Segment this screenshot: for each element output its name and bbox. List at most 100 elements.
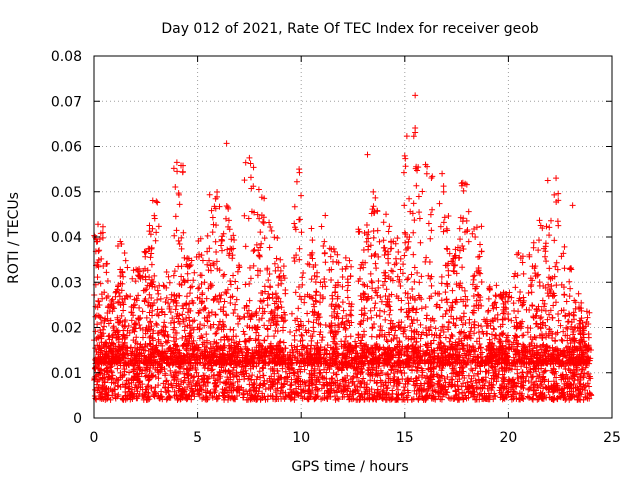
data-point <box>360 264 367 271</box>
data-point <box>179 355 186 362</box>
data-point <box>567 369 574 376</box>
data-point <box>321 249 328 256</box>
data-point <box>113 327 120 334</box>
data-point <box>103 367 110 374</box>
data-point <box>411 278 418 285</box>
data-point <box>242 343 249 350</box>
data-point <box>409 210 416 217</box>
data-point <box>267 365 274 372</box>
data-point <box>289 346 296 353</box>
data-point <box>359 347 366 354</box>
data-point <box>280 353 287 360</box>
data-point <box>317 344 324 351</box>
data-point <box>258 349 265 356</box>
data-point <box>153 342 160 349</box>
data-point <box>577 383 584 390</box>
data-point <box>538 346 545 353</box>
data-point <box>261 322 268 329</box>
data-point <box>221 298 228 305</box>
data-point <box>365 293 372 300</box>
data-point <box>359 359 366 366</box>
data-point <box>264 325 271 332</box>
data-point <box>347 357 354 364</box>
data-point <box>374 207 381 214</box>
data-point <box>375 278 382 285</box>
data-point <box>256 340 263 347</box>
data-point <box>189 283 196 290</box>
data-point <box>145 302 152 309</box>
data-point <box>557 322 564 329</box>
data-point <box>208 367 215 374</box>
data-point <box>404 233 411 240</box>
data-point <box>152 358 159 365</box>
data-point <box>297 318 304 325</box>
data-point <box>237 358 244 365</box>
data-point <box>473 396 480 403</box>
data-point <box>587 375 594 382</box>
data-point <box>333 389 340 396</box>
data-point <box>184 322 191 329</box>
data-point <box>256 384 263 391</box>
data-point <box>110 340 117 347</box>
data-point <box>294 343 301 350</box>
data-point <box>230 310 237 317</box>
data-point <box>298 296 305 303</box>
data-point <box>527 365 534 372</box>
data-point <box>215 322 222 329</box>
data-point <box>282 317 289 324</box>
data-point <box>201 322 208 329</box>
data-point <box>214 345 221 352</box>
data-point <box>403 309 410 316</box>
data-point <box>365 235 372 242</box>
data-point <box>176 347 183 354</box>
data-point <box>339 299 346 306</box>
data-point <box>222 367 229 374</box>
data-point <box>320 355 327 362</box>
data-point <box>340 307 347 314</box>
data-point <box>190 374 197 381</box>
data-point <box>416 209 423 216</box>
data-point <box>307 252 314 259</box>
data-point <box>272 267 279 274</box>
data-point <box>317 279 324 286</box>
data-point <box>377 294 384 301</box>
data-point <box>119 373 126 380</box>
data-point <box>186 314 193 321</box>
data-point <box>518 378 525 385</box>
data-point <box>572 371 579 378</box>
data-point <box>123 377 130 384</box>
data-point <box>307 357 314 364</box>
data-point <box>265 384 272 391</box>
data-point <box>291 220 298 227</box>
data-point <box>132 381 139 388</box>
data-point <box>430 371 437 378</box>
data-point <box>291 336 298 343</box>
data-point <box>235 350 242 357</box>
data-point <box>108 339 115 346</box>
data-point <box>313 273 320 280</box>
data-point <box>373 340 380 347</box>
data-point <box>184 395 191 402</box>
data-point <box>387 324 394 331</box>
data-point <box>223 203 230 210</box>
data-point <box>382 379 389 386</box>
data-point <box>254 272 261 279</box>
data-point <box>391 344 398 351</box>
data-point <box>404 314 411 321</box>
data-point <box>155 330 162 337</box>
data-point <box>539 395 546 402</box>
data-point <box>102 339 109 346</box>
data-point <box>287 386 294 393</box>
data-point <box>273 393 280 400</box>
data-point <box>390 376 397 383</box>
data-point <box>116 319 123 326</box>
data-point <box>579 366 586 373</box>
data-point <box>292 226 299 233</box>
data-point <box>128 309 135 316</box>
data-point <box>223 290 230 297</box>
data-point <box>96 314 103 321</box>
data-point <box>281 359 288 366</box>
data-point <box>297 386 304 393</box>
data-point <box>236 383 242 390</box>
data-point <box>344 287 351 294</box>
